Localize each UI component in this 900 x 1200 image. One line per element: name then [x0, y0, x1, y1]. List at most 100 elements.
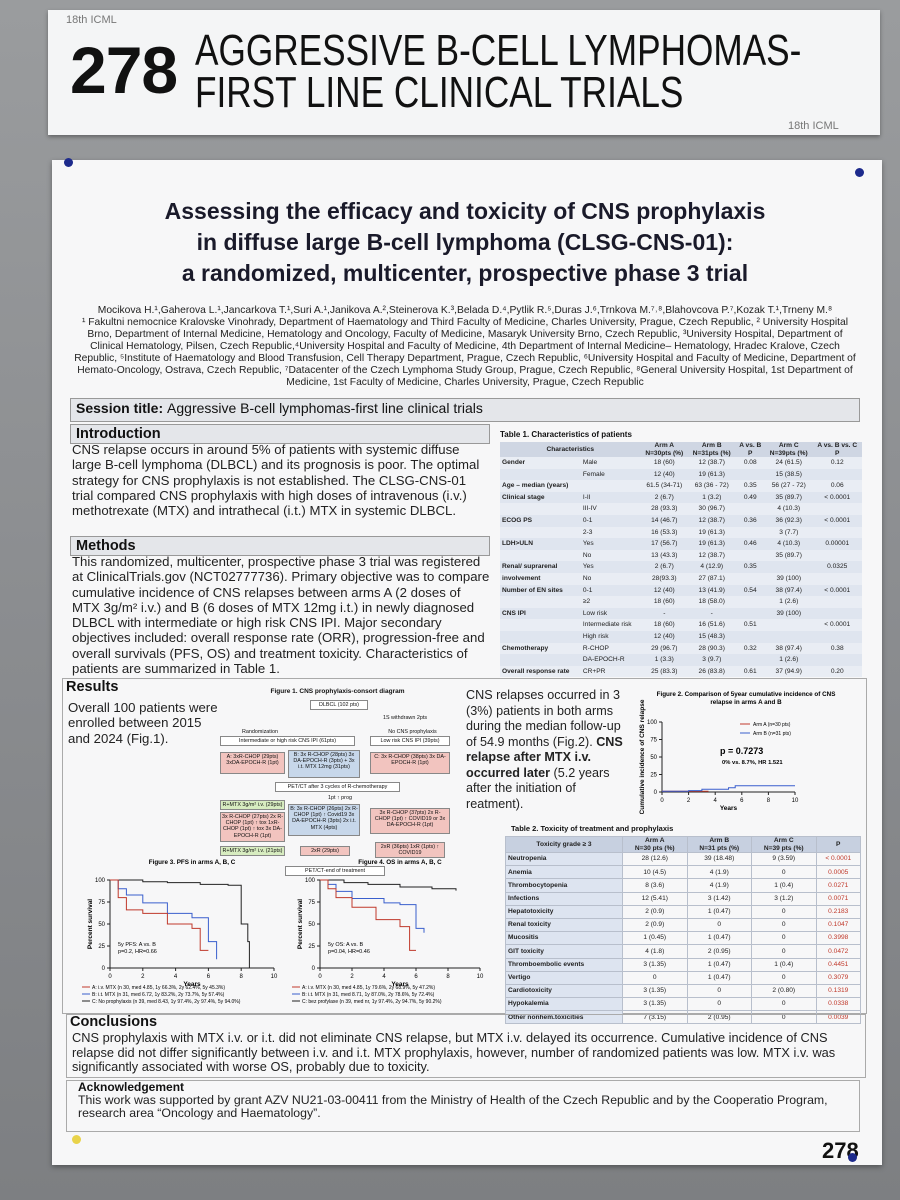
diagram-box: Low risk CNS IPI (39pts)	[370, 736, 450, 747]
table-row: No 13 (43.3) 12 (38.7) 35 (89.7)	[500, 549, 862, 562]
session-label: Session title:	[76, 400, 164, 416]
table-cell: 3 (1.35)	[622, 997, 688, 1012]
p-value: p = 0.7273	[720, 746, 763, 756]
table-cell: 15 (48.3)	[688, 630, 736, 643]
curve	[320, 879, 425, 933]
table-cell: 8 (3.6)	[622, 878, 688, 893]
table-cell: 2 (0.9)	[622, 917, 688, 933]
diagram-box: 2xR (29pts)	[300, 846, 350, 857]
table-cell	[500, 526, 581, 539]
table-cell: 0	[751, 865, 817, 880]
table-cell	[812, 526, 862, 539]
table-cell: 4 (1.9)	[686, 878, 753, 893]
legend-label: B: i.t. MTX (n 31, med 6.72, 1y 83.2%, 2…	[92, 992, 225, 998]
curve	[662, 785, 795, 792]
figure-title: Figure 3. PFS in arms A, B, C	[149, 859, 236, 866]
table-cell: 2 (0.9)	[622, 904, 688, 919]
relapse-text: CNS relapses occurred in 3 (3%) patients…	[466, 688, 628, 812]
table-cell: 39 (18.48)	[686, 851, 753, 867]
table: Characteristics Arm A N=30pts (%) Arm B N=…	[500, 442, 862, 678]
table-cell: No	[580, 549, 641, 562]
results-text: Overall 100 patients were enrolled betwe…	[68, 700, 218, 746]
table-cell: Yes	[580, 561, 641, 573]
table-cell	[812, 549, 862, 562]
table-cell: 4 (10.3)	[765, 538, 813, 550]
table-cell: 39 (100)	[765, 607, 813, 620]
curve	[320, 879, 416, 951]
table-cell: < 0.0001	[812, 514, 862, 527]
diagram-box: 2xR (36pts) 1xR (1pts) ↑ COVID19	[375, 842, 445, 859]
table-cell: 0.0472	[815, 944, 862, 959]
table-cell: 12 (40)	[640, 630, 689, 643]
header-cell: Characteristics	[500, 442, 641, 457]
header-row: Toxicity grade ≥ 3 Arm A N=30 pts (%) Arm …	[504, 836, 862, 853]
table-row: Gender Male 18 (60) 12 (38.7) 0.08 24 (61.5) 0…	[500, 457, 862, 469]
table-cell: 16 (51.6)	[688, 619, 736, 631]
table-cell: 3 (1.42)	[686, 891, 753, 906]
table-cell: 28 (12.6)	[622, 851, 688, 867]
table-cell	[812, 654, 862, 666]
x-axis-label: Years	[391, 981, 409, 988]
header-cell: Arm A N=30pts (%)	[640, 442, 689, 457]
results-frame	[62, 678, 867, 1014]
y-tick-label: 50	[308, 922, 315, 928]
table-cell: 56 (27 - 72)	[765, 480, 813, 492]
y-tick-label: 100	[305, 878, 316, 884]
table-row: 2-3 16 (53.3) 19 (61.3) 3 (7.7)	[500, 526, 862, 539]
authors: Mocikova H.¹,Gaherova L.¹,Jancarkova T.¹…	[97, 305, 833, 316]
table-cell: 0	[686, 997, 753, 1012]
table-cell: 18 (60)	[640, 596, 689, 608]
table2-block: Table 2. Toxicity of treatment and proph…	[504, 824, 862, 1025]
table-cell: 2 (6.7)	[640, 491, 689, 504]
table-cell: 63 (36 - 72)	[688, 480, 736, 492]
y-axis-label: Percent survival	[87, 899, 94, 949]
table-cell: Vertigo	[504, 970, 624, 985]
figure3: 0 25 50 75 100 0 2 4 6 8 10 Years Percent survival Fi…	[82, 859, 278, 1005]
x-tick-label: 6	[414, 974, 418, 980]
legend-label: Arm B (n=31 pts)	[753, 731, 791, 737]
table-cell: GIT toxicity	[504, 944, 624, 959]
table-cell: 12 (38.7)	[688, 514, 736, 527]
header-cell: A vs. B P	[735, 442, 766, 457]
table-cell: 0.3998	[815, 931, 862, 946]
table-cell	[580, 480, 641, 492]
table-cell: 0.06	[812, 480, 862, 492]
table-row: Clinical stage I-II 2 (6.7) 1 (3.2) 0.49 35 (…	[500, 491, 862, 504]
table-cell: 0.1319	[815, 983, 862, 999]
table-cell: 30 (96.7)	[688, 503, 736, 515]
table-cell: 0.46	[735, 538, 766, 550]
table-row: Thrombocytopenia 8 (3.6) 4 (1.9) 1 (0.4) 0.0…	[504, 878, 862, 893]
table-row: Cardiotoxicity 3 (1.35) 0 2 (0.80) 0.1319	[504, 983, 862, 999]
diagram-box: PET/CT after 3 cycles of R-chemotherapy	[275, 782, 400, 793]
note: 0% vs. 8.7%, HR 1.521	[722, 760, 783, 766]
figure1: Figure 1. CNS prophylaxis-consort diagra…	[215, 688, 460, 883]
authors-block: Mocikova H.¹,Gaherova L.¹,Jancarkova T.¹…	[72, 305, 858, 389]
table-row: DA-EPOCH-R 1 (3.3) 3 (9.7) 1 (2.6)	[500, 654, 862, 666]
annotation: p=0.04, HR=0.46	[328, 949, 370, 955]
table-cell: ECOG PS	[500, 514, 581, 527]
table-cell: No	[580, 572, 641, 585]
table-cell: 0.12	[812, 457, 862, 469]
table-cell	[812, 630, 862, 643]
x-tick-label: 0	[108, 974, 112, 980]
table-cell: Number of EN sites	[500, 584, 581, 597]
table-cell: Mucositis	[504, 931, 624, 946]
table-cell: III-IV	[580, 503, 641, 515]
logo: 18th ICML	[66, 14, 117, 26]
table-cell: 0-1	[580, 514, 641, 527]
heading-line: FIRST LINE CLINICAL TRIALS	[195, 68, 684, 117]
y-tick-label: 0	[312, 966, 316, 972]
acknowledgement-frame	[66, 1080, 860, 1132]
table-cell: Female	[580, 468, 641, 481]
diagram-box: R+MTX 3g/m² i.v. (29pts)	[220, 800, 285, 811]
table-cell: 2 (0.95)	[686, 1010, 753, 1025]
table-row: ≥2 18 (60) 18 (58.0) 1 (2.6)	[500, 596, 862, 608]
text: (5.2 years after the initiation of reatm…	[466, 765, 610, 811]
figure-title: Figure 1. CNS prophylaxis-consort diagra…	[270, 688, 405, 695]
table-row: Renal/ suprarenal Yes 2 (6.7) 4 (12.9) 0.35 0…	[500, 561, 862, 573]
section-heading: Conclusions	[70, 1014, 158, 1030]
diagram-box: 3x R-CHOP (37pts) 2x R-CHOP (1pt) ↑ COVI…	[370, 808, 450, 834]
table-cell: 1 (0.47)	[686, 957, 753, 972]
table-cell: 0.3079	[815, 970, 862, 985]
methods-text: This randomized, multicenter, prospectiv…	[72, 554, 490, 677]
